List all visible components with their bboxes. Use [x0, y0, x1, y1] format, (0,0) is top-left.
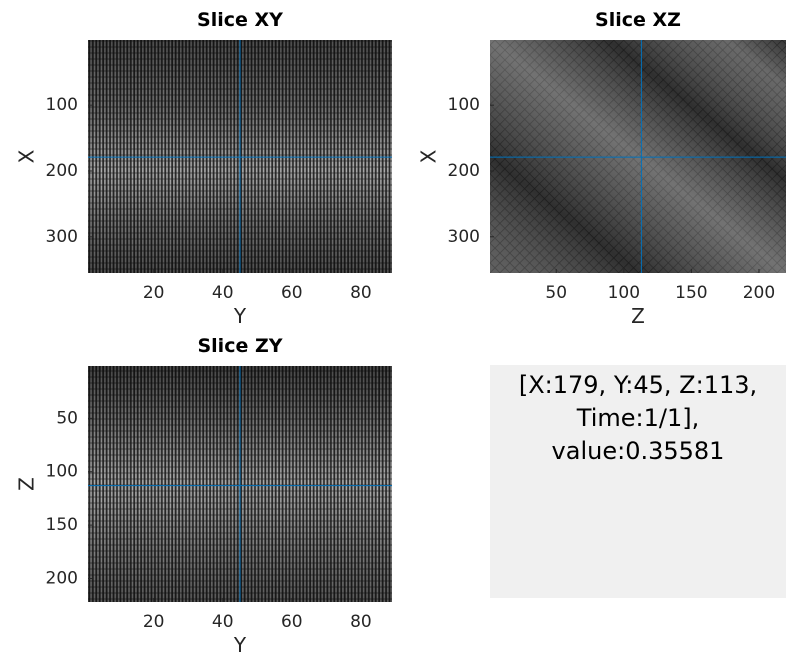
panel-title: Slice ZY — [197, 335, 282, 357]
y-tick-label: 50 — [56, 408, 78, 428]
x-tick-label: 20 — [143, 283, 165, 303]
info-text: [X:179, Y:45, Z:113, — [519, 371, 757, 399]
x-tick-label: 20 — [143, 612, 165, 632]
x-tick-label: 80 — [350, 612, 372, 632]
y-tick-label: 200 — [46, 161, 78, 181]
x-tick-label: 80 — [350, 283, 372, 303]
x-tick-label: 100 — [608, 283, 640, 303]
y-tick-label: 100 — [46, 95, 78, 115]
x-tick-label: 50 — [545, 283, 567, 303]
y-axis-label: X — [417, 149, 441, 163]
info-text: Time:1/1], — [576, 404, 699, 432]
panel-title: Slice XZ — [595, 9, 681, 31]
y-tick-label: 300 — [448, 227, 480, 247]
x-axis-label: Y — [233, 633, 247, 657]
info-text: value:0.35581 — [552, 437, 725, 465]
y-tick-label: 200 — [448, 161, 480, 181]
panel-title: Slice XY — [197, 9, 283, 31]
x-tick-label: 200 — [743, 283, 775, 303]
slice-image — [490, 40, 786, 273]
y-axis-label: X — [15, 149, 39, 163]
x-tick-label: 40 — [212, 612, 234, 632]
y-axis-label: Z — [15, 477, 39, 491]
x-tick-label: 60 — [281, 283, 303, 303]
x-axis-label: Y — [233, 304, 247, 328]
y-tick-label: 200 — [46, 569, 78, 589]
x-tick-label: 40 — [212, 283, 234, 303]
y-tick-label: 150 — [46, 515, 78, 535]
info-panel — [490, 365, 786, 598]
x-tick-label: 60 — [281, 612, 303, 632]
y-tick-label: 100 — [448, 95, 480, 115]
x-axis-label: Z — [631, 304, 645, 328]
x-tick-label: 150 — [675, 283, 707, 303]
y-tick-label: 100 — [46, 462, 78, 482]
y-tick-label: 300 — [46, 227, 78, 247]
